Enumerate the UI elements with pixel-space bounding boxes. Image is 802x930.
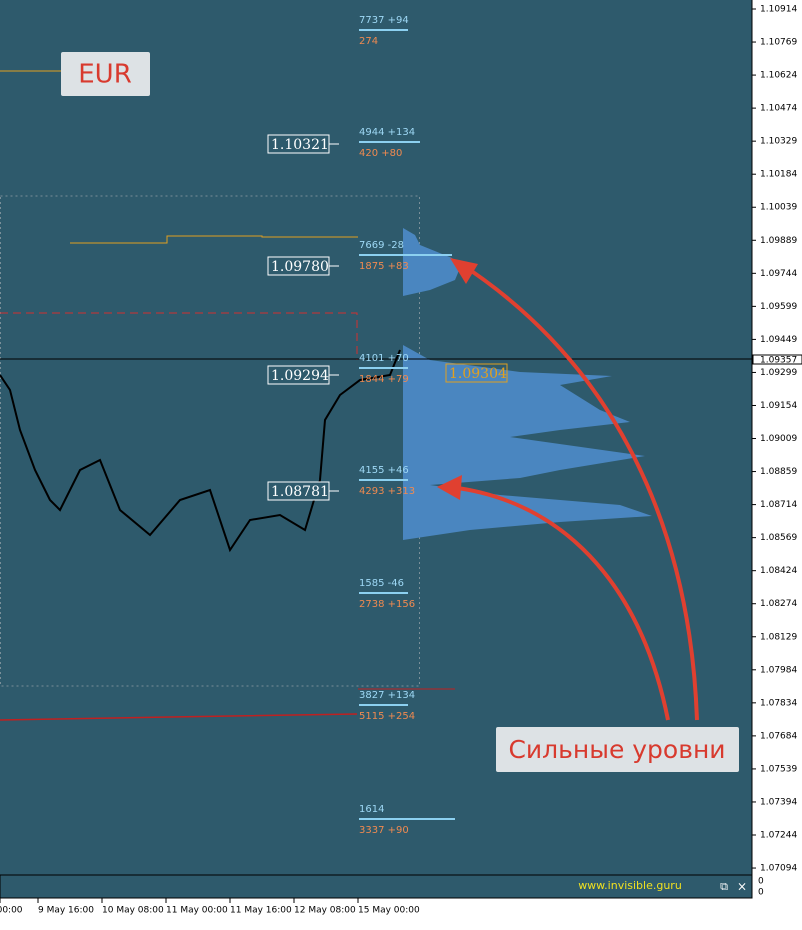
price-label: 1.09154 xyxy=(760,401,797,411)
price-label: 1.07094 xyxy=(760,864,797,874)
price-label: 1.09889 xyxy=(760,236,797,246)
arrow xyxy=(456,260,699,721)
level-box-text: 1.09294 xyxy=(271,368,329,384)
price-label: 1.07684 xyxy=(760,731,797,741)
note-box xyxy=(496,727,739,772)
time-label: 0 00:00 xyxy=(0,906,23,916)
price-label: 1.09744 xyxy=(760,269,797,279)
price-label: 1.07984 xyxy=(760,665,797,675)
level-volume: 4101 +70 xyxy=(359,353,409,364)
price-label: 1.10914 xyxy=(760,5,797,15)
current-box-text: 1.09304 xyxy=(449,366,507,382)
level-volume: 7737 +94 xyxy=(359,15,409,26)
level-box-text: 1.09780 xyxy=(271,259,329,275)
volume-profile xyxy=(403,228,460,296)
price-label: 1.09009 xyxy=(760,434,797,444)
price-label: 1.08714 xyxy=(760,500,797,510)
price-label: 1.10184 xyxy=(760,170,797,180)
level-delta: 3337 +90 xyxy=(359,825,409,836)
price-label: 1.08859 xyxy=(760,467,797,477)
panel-label: 0 xyxy=(758,888,764,898)
price-label: 1.10039 xyxy=(760,203,797,213)
price-label: 1.07834 xyxy=(760,698,797,708)
level-box-text: 1.10321 xyxy=(271,137,329,153)
time-label: 12 May 08:00 xyxy=(294,906,356,916)
level-volume: 1585 -46 xyxy=(359,578,404,589)
level-volume: 7669 -28 xyxy=(359,240,404,251)
time-label: 15 May 00:00 xyxy=(358,906,420,916)
level-delta: 2738 +156 xyxy=(359,599,415,610)
level-delta: 1844 +79 xyxy=(359,374,409,385)
level-box-text: 1.08781 xyxy=(271,484,329,500)
close-button[interactable]: × xyxy=(737,880,747,894)
price-label: 1.08129 xyxy=(760,632,797,642)
level-volume: 3827 +134 xyxy=(359,690,415,701)
price-label: 1.09449 xyxy=(760,335,797,345)
current-price-tag xyxy=(752,354,802,365)
level-delta: 1875 +83 xyxy=(359,261,409,272)
price-label: 1.10329 xyxy=(760,137,797,147)
current-price-label: 1.09357 xyxy=(760,356,797,366)
level-volume: 1614 xyxy=(359,804,384,815)
price-candles xyxy=(0,349,401,553)
watermark: www.invisible.guru xyxy=(578,879,682,892)
level-delta: 420 +80 xyxy=(359,148,402,159)
arrow-head xyxy=(437,475,462,500)
level-delta: 274 xyxy=(359,36,378,47)
time-label: 11 May 16:00 xyxy=(230,906,292,916)
arrow xyxy=(449,485,670,721)
price-label: 1.10474 xyxy=(760,104,797,114)
price-label: 1.10624 xyxy=(760,71,797,81)
level-delta: 4293 +313 xyxy=(359,486,415,497)
time-label: 11 May 00:00 xyxy=(166,906,228,916)
time-label: 10 May 08:00 xyxy=(102,906,164,916)
note-text: Сильные уровни xyxy=(508,735,725,764)
label-box xyxy=(61,52,150,96)
level-volume: 4155 +46 xyxy=(359,465,409,476)
price-label: 1.07539 xyxy=(760,764,797,774)
panel-label: 0 xyxy=(758,877,764,887)
label-text: EUR xyxy=(78,60,132,90)
level-delta: 5115 +254 xyxy=(359,711,415,722)
price-label: 1.07244 xyxy=(760,831,797,841)
price-label: 1.07394 xyxy=(760,797,797,807)
price-label: 1.08424 xyxy=(760,566,797,576)
arrow-head xyxy=(450,258,478,284)
restore-button[interactable]: ⧉ xyxy=(720,880,728,893)
time-label: 9 May 16:00 xyxy=(38,906,94,916)
price-label: 1.08569 xyxy=(760,533,797,543)
level-line xyxy=(0,312,358,360)
price-label: 1.09299 xyxy=(760,368,797,378)
level-volume: 4944 +134 xyxy=(359,127,415,138)
current-box xyxy=(445,363,508,383)
level-line xyxy=(70,235,358,244)
price-label: 1.10769 xyxy=(760,38,797,48)
price-label: 1.09599 xyxy=(760,302,797,312)
price-label: 1.08274 xyxy=(760,599,797,609)
level-line xyxy=(0,713,358,721)
